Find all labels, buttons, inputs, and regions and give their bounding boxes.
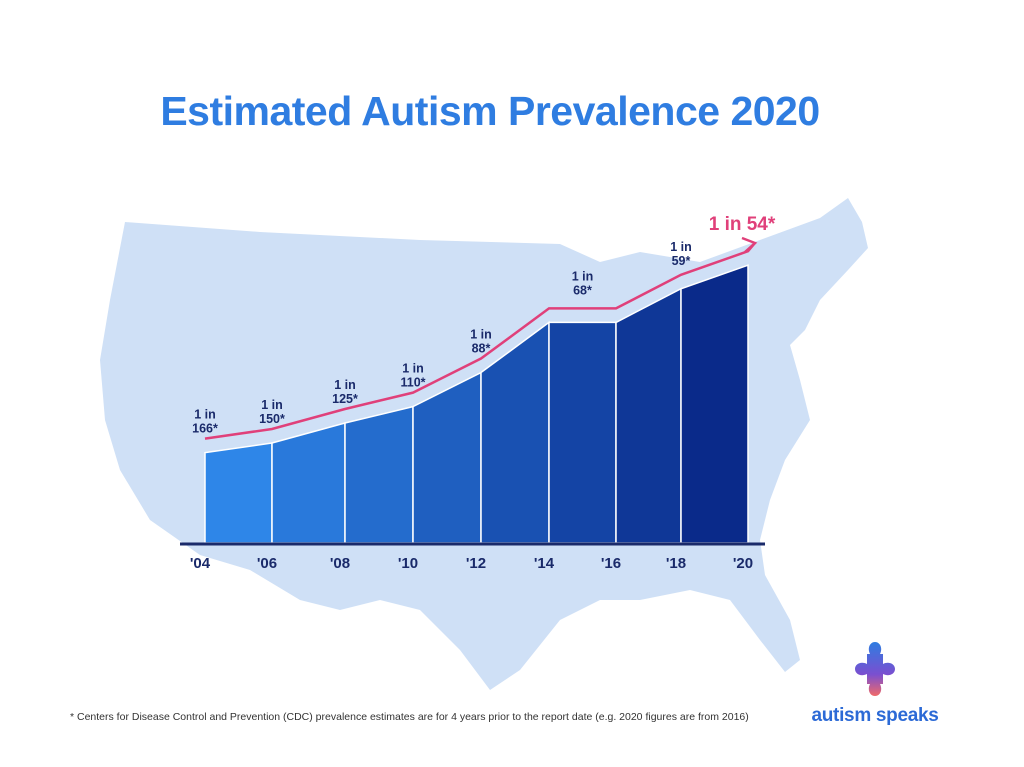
tick-label-'20: '20 [733, 555, 753, 572]
area-segment-'08 [344, 405, 414, 544]
tick-label-'10: '10 [398, 555, 418, 572]
tick-label-'14: '14 [534, 555, 555, 572]
tick-label-'12: '12 [466, 555, 486, 572]
data-label-'06: 1 in 150* [259, 398, 285, 426]
chart-title: Estimated Autism Prevalence 2020 [160, 88, 820, 134]
data-label-'14: 1 in 68* [572, 269, 594, 297]
tick-label-'08: '08 [330, 555, 350, 572]
data-label-'08: 1 in 125* [332, 378, 358, 406]
puzzle-piece-icon [855, 642, 895, 696]
tick-label-'06: '06 [257, 555, 277, 572]
autism-speaks-logo: autism speaks [800, 640, 950, 727]
data-label-'10: 1 in 110* [400, 362, 425, 390]
data-label-'12: 1 in 88* [470, 328, 492, 356]
trend-arrowhead [741, 236, 758, 253]
tick-label-'04: '04 [190, 555, 211, 572]
footnote: * Centers for Disease Control and Preven… [70, 711, 749, 723]
area-segment-'06 [271, 422, 346, 544]
area-segment-'18 [680, 264, 749, 544]
area-segment-'14 [548, 321, 617, 544]
data-label-'18: 1 in 59* [670, 240, 692, 268]
tick-label-'18: '18 [666, 555, 686, 572]
area-segment-'16 [615, 287, 682, 544]
trend-line [204, 242, 756, 440]
area-segment-'04 [204, 442, 273, 544]
tick-label-'16: '16 [601, 555, 621, 572]
highlight-label: 1 in 54* [709, 214, 776, 235]
logo-text: autism speaks [811, 705, 939, 726]
data-label-'04: 1 in 166* [192, 408, 218, 436]
